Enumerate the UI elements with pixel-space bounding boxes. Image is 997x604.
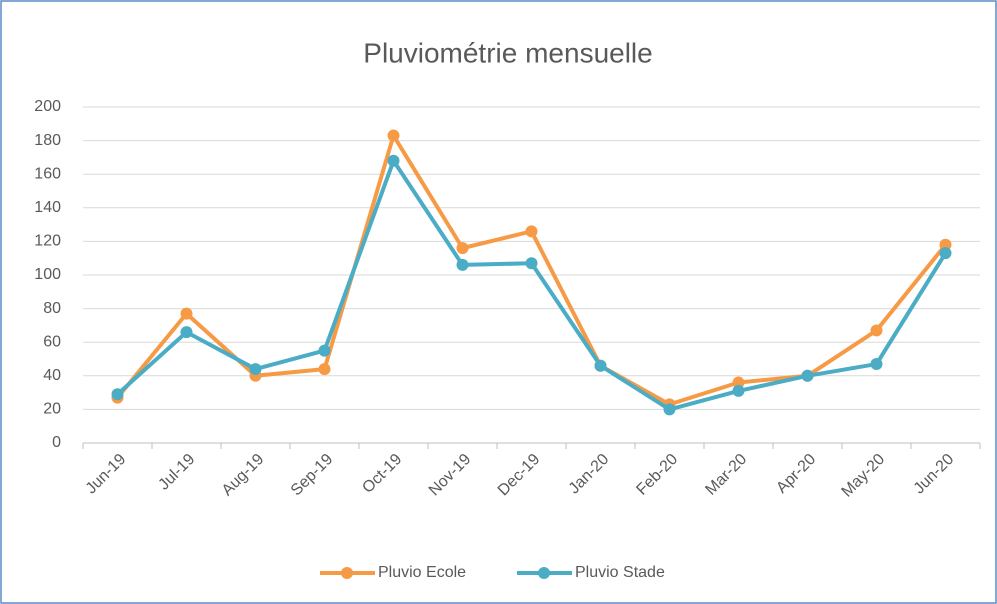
data-point — [939, 247, 952, 260]
data-point — [456, 258, 469, 271]
data-point — [249, 363, 262, 376]
y-tick-label: 0 — [52, 434, 61, 451]
data-point — [111, 388, 124, 401]
data-point — [387, 129, 400, 142]
data-point — [525, 225, 538, 238]
data-point — [180, 326, 193, 339]
legend-marker — [341, 567, 353, 579]
legend-marker — [538, 567, 550, 579]
y-tick-label: 200 — [34, 98, 61, 115]
y-tick-label: 120 — [34, 233, 61, 250]
legend-label: Pluvio Stade — [575, 564, 665, 581]
data-point — [318, 363, 331, 376]
y-tick-label: 60 — [43, 333, 61, 350]
data-point — [732, 376, 745, 389]
y-tick-label: 80 — [43, 300, 61, 317]
y-tick-label: 100 — [34, 266, 61, 283]
y-tick-label: 160 — [34, 165, 61, 182]
data-point — [456, 242, 469, 255]
data-point — [525, 257, 538, 270]
data-point — [732, 384, 745, 397]
y-tick-label: 180 — [34, 132, 61, 149]
data-point — [801, 369, 814, 382]
data-point — [663, 403, 676, 416]
chart-title: Pluviométrie mensuelle — [363, 37, 652, 68]
data-point — [180, 307, 193, 320]
data-point — [318, 344, 331, 357]
data-point — [594, 359, 607, 372]
data-point — [387, 154, 400, 167]
data-point — [939, 238, 952, 251]
y-tick-label: 20 — [43, 401, 61, 418]
data-point — [870, 324, 883, 337]
data-point — [870, 358, 883, 371]
y-tick-label: 40 — [43, 367, 61, 384]
y-tick-label: 140 — [34, 199, 61, 216]
legend-label: Pluvio Ecole — [378, 564, 466, 581]
